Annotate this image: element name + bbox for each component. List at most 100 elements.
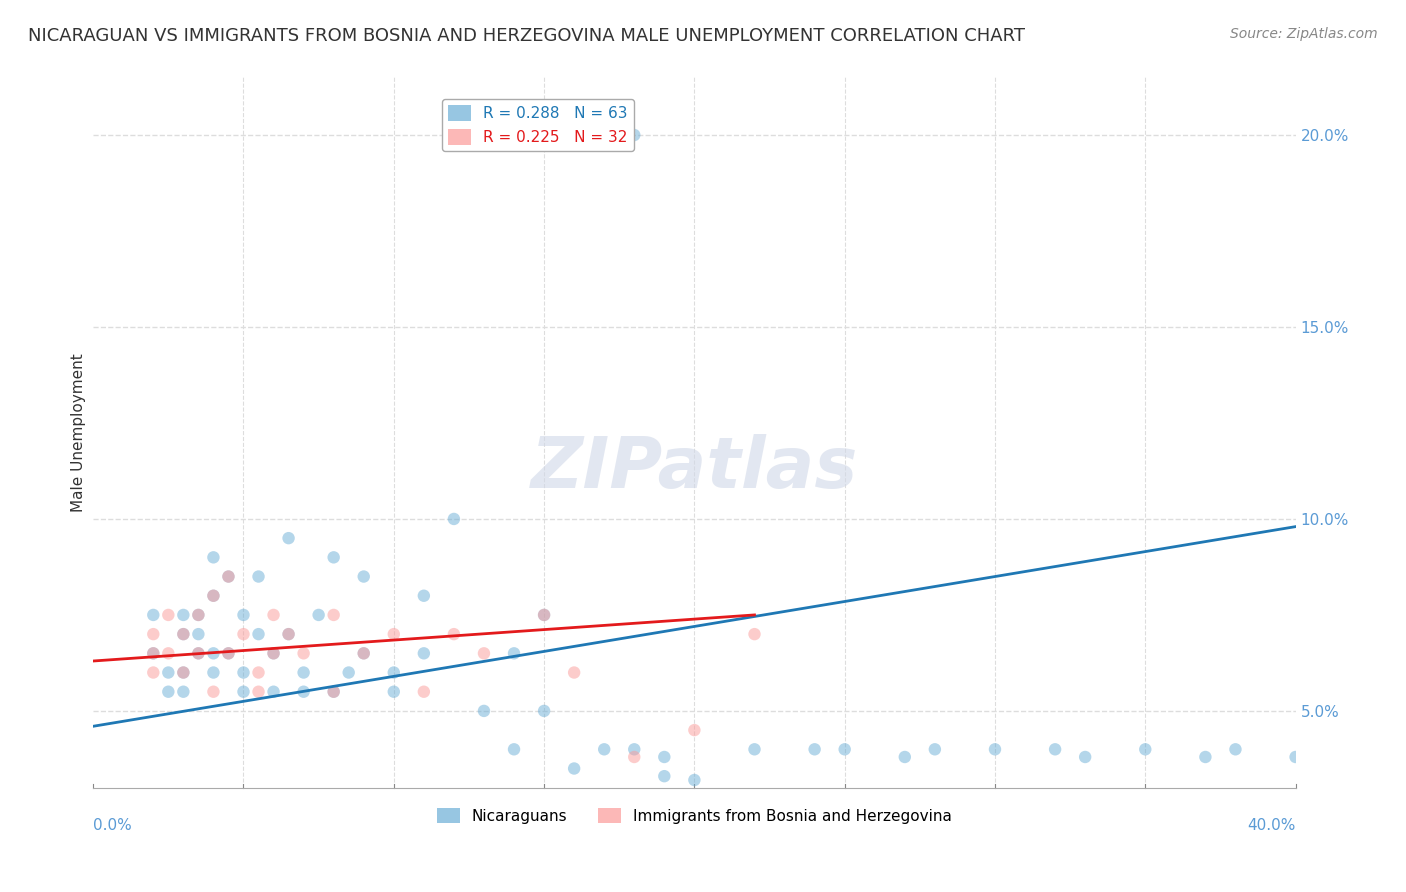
Nicaraguans xyxy=(232,607,254,622)
Nicaraguans xyxy=(247,627,270,641)
Nicaraguans xyxy=(652,750,675,764)
Nicaraguans xyxy=(172,627,194,641)
Nicaraguans xyxy=(353,646,375,660)
Immigrants from Bosnia and Herzegovina xyxy=(292,646,315,660)
Immigrants from Bosnia and Herzegovina xyxy=(157,607,180,622)
Nicaraguans xyxy=(322,684,344,698)
Nicaraguans xyxy=(894,750,917,764)
Nicaraguans xyxy=(412,589,434,603)
Nicaraguans xyxy=(263,646,285,660)
Nicaraguans xyxy=(292,665,315,680)
Immigrants from Bosnia and Herzegovina xyxy=(142,665,165,680)
Immigrants from Bosnia and Herzegovina xyxy=(247,684,270,698)
Nicaraguans xyxy=(337,665,360,680)
Nicaraguans xyxy=(247,569,270,583)
Nicaraguans xyxy=(172,607,194,622)
Nicaraguans xyxy=(263,684,285,698)
Immigrants from Bosnia and Herzegovina xyxy=(172,627,194,641)
Nicaraguans xyxy=(232,665,254,680)
Immigrants from Bosnia and Herzegovina xyxy=(533,607,555,622)
Nicaraguans xyxy=(1135,742,1157,756)
Nicaraguans xyxy=(142,607,165,622)
Immigrants from Bosnia and Herzegovina xyxy=(217,646,239,660)
Nicaraguans xyxy=(277,627,299,641)
Text: Source: ZipAtlas.com: Source: ZipAtlas.com xyxy=(1230,27,1378,41)
Nicaraguans xyxy=(172,665,194,680)
Nicaraguans xyxy=(1043,742,1066,756)
Nicaraguans xyxy=(1284,750,1306,764)
Nicaraguans xyxy=(202,646,225,660)
Immigrants from Bosnia and Herzegovina xyxy=(263,646,285,660)
Nicaraguans xyxy=(623,128,645,142)
Immigrants from Bosnia and Herzegovina xyxy=(353,646,375,660)
Nicaraguans xyxy=(157,684,180,698)
Nicaraguans xyxy=(187,627,209,641)
Y-axis label: Male Unemployment: Male Unemployment xyxy=(72,353,86,512)
Immigrants from Bosnia and Herzegovina xyxy=(263,607,285,622)
Text: NICARAGUAN VS IMMIGRANTS FROM BOSNIA AND HERZEGOVINA MALE UNEMPLOYMENT CORRELATI: NICARAGUAN VS IMMIGRANTS FROM BOSNIA AND… xyxy=(28,27,1025,45)
Nicaraguans xyxy=(503,742,526,756)
Nicaraguans xyxy=(187,646,209,660)
Immigrants from Bosnia and Herzegovina xyxy=(472,646,495,660)
Nicaraguans xyxy=(412,646,434,660)
Nicaraguans xyxy=(803,742,825,756)
Nicaraguans xyxy=(593,742,616,756)
Nicaraguans xyxy=(202,589,225,603)
Immigrants from Bosnia and Herzegovina xyxy=(247,665,270,680)
Nicaraguans xyxy=(232,684,254,698)
Nicaraguans xyxy=(172,684,194,698)
Nicaraguans xyxy=(984,742,1007,756)
Nicaraguans xyxy=(503,646,526,660)
Nicaraguans xyxy=(157,665,180,680)
Nicaraguans xyxy=(683,772,706,787)
Immigrants from Bosnia and Herzegovina xyxy=(172,665,194,680)
Immigrants from Bosnia and Herzegovina xyxy=(562,665,585,680)
Nicaraguans xyxy=(292,684,315,698)
Nicaraguans xyxy=(533,607,555,622)
Immigrants from Bosnia and Herzegovina xyxy=(202,684,225,698)
Immigrants from Bosnia and Herzegovina xyxy=(382,627,405,641)
Immigrants from Bosnia and Herzegovina xyxy=(744,627,766,641)
Immigrants from Bosnia and Herzegovina xyxy=(142,646,165,660)
Immigrants from Bosnia and Herzegovina xyxy=(217,569,239,583)
Immigrants from Bosnia and Herzegovina xyxy=(412,684,434,698)
Nicaraguans xyxy=(443,512,465,526)
Nicaraguans xyxy=(308,607,330,622)
Nicaraguans xyxy=(834,742,856,756)
Immigrants from Bosnia and Herzegovina xyxy=(187,646,209,660)
Immigrants from Bosnia and Herzegovina xyxy=(322,607,344,622)
Nicaraguans xyxy=(472,704,495,718)
Nicaraguans xyxy=(623,742,645,756)
Immigrants from Bosnia and Herzegovina xyxy=(187,607,209,622)
Immigrants from Bosnia and Herzegovina xyxy=(683,723,706,738)
Nicaraguans xyxy=(1225,742,1247,756)
Immigrants from Bosnia and Herzegovina xyxy=(157,646,180,660)
Nicaraguans xyxy=(187,607,209,622)
Nicaraguans xyxy=(217,569,239,583)
Nicaraguans xyxy=(652,769,675,783)
Nicaraguans xyxy=(382,684,405,698)
Immigrants from Bosnia and Herzegovina xyxy=(623,750,645,764)
Nicaraguans xyxy=(1194,750,1216,764)
Nicaraguans xyxy=(382,665,405,680)
Nicaraguans xyxy=(744,742,766,756)
Nicaraguans xyxy=(277,531,299,545)
Nicaraguans xyxy=(202,550,225,565)
Text: 0.0%: 0.0% xyxy=(93,819,132,833)
Nicaraguans xyxy=(322,550,344,565)
Nicaraguans xyxy=(1074,750,1097,764)
Nicaraguans xyxy=(924,742,946,756)
Immigrants from Bosnia and Herzegovina xyxy=(142,627,165,641)
Immigrants from Bosnia and Herzegovina xyxy=(277,627,299,641)
Nicaraguans xyxy=(562,762,585,776)
Immigrants from Bosnia and Herzegovina xyxy=(202,589,225,603)
Nicaraguans xyxy=(202,665,225,680)
Nicaraguans xyxy=(142,646,165,660)
Nicaraguans xyxy=(353,569,375,583)
Immigrants from Bosnia and Herzegovina xyxy=(443,627,465,641)
Immigrants from Bosnia and Herzegovina xyxy=(322,684,344,698)
Text: 40.0%: 40.0% xyxy=(1247,819,1295,833)
Text: ZIPatlas: ZIPatlas xyxy=(530,434,858,502)
Immigrants from Bosnia and Herzegovina xyxy=(232,627,254,641)
Nicaraguans xyxy=(217,646,239,660)
